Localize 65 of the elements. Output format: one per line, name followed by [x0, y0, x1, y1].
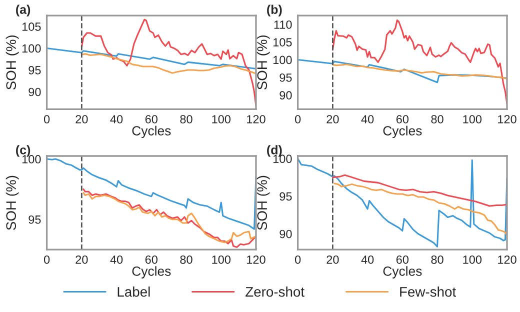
- x-tick-label: 60: [145, 255, 158, 264]
- x-tick-label: 20: [76, 255, 88, 264]
- x-tick-label: 0: [44, 115, 50, 124]
- chart-title: (c): [16, 145, 30, 157]
- x-tick-label: 40: [110, 115, 123, 124]
- x-tick-label: 40: [361, 115, 374, 124]
- y-tick-label: 90: [280, 91, 292, 100]
- line-series: [298, 158, 507, 248]
- y-axis-title: SOH (%): [256, 176, 270, 230]
- y-tick-label: 100: [22, 155, 41, 164]
- x-axis-title: Cycles: [132, 266, 171, 278]
- line-series: [332, 64, 507, 80]
- x-tick-label: 60: [145, 115, 158, 124]
- y-axis-title: SOH (%): [6, 35, 19, 90]
- x-tick-label: 40: [110, 255, 123, 264]
- x-tick-label: 20: [326, 255, 339, 264]
- legend-label: Zero-shot: [246, 286, 304, 297]
- y-tick-label: 95: [280, 73, 292, 82]
- x-axis-title: Cycles: [383, 266, 422, 278]
- y-axis-title: SOH (%): [6, 176, 19, 230]
- x-tick-label: 100: [212, 255, 231, 264]
- chart-title: (a): [16, 4, 30, 16]
- x-tick-label: 60: [396, 115, 409, 124]
- x-tick-label: 80: [431, 255, 444, 264]
- legend-label: Label: [118, 286, 150, 297]
- y-tick-label: 105: [273, 38, 292, 46]
- x-tick-label: 20: [76, 115, 88, 124]
- line-series: [46, 158, 256, 230]
- line-series: [80, 53, 256, 74]
- x-tick-label: 20: [326, 115, 339, 124]
- x-tick-label: 80: [180, 255, 192, 264]
- x-tick-label: 100: [463, 255, 482, 264]
- y-tick-label: 90: [280, 230, 292, 238]
- y-axis-title: SOH (%): [256, 35, 270, 90]
- legend-label: Few-shot: [400, 286, 456, 297]
- chart-title: (b): [267, 4, 282, 16]
- y-tick-label: 105: [22, 22, 41, 31]
- x-axis-title: Cycles: [383, 126, 422, 138]
- y-tick-label: 95: [28, 215, 41, 224]
- y-tick-label: 100: [22, 44, 41, 53]
- line-series: [334, 182, 507, 236]
- x-tick-label: 120: [247, 115, 266, 124]
- x-tick-label: 60: [396, 255, 409, 264]
- y-tick-label: 95: [280, 192, 292, 201]
- x-tick-label: 0: [294, 115, 301, 124]
- x-tick-label: 80: [431, 115, 444, 124]
- y-tick-label: 90: [28, 88, 41, 96]
- x-tick-label: 40: [361, 255, 374, 264]
- chart-title: (d): [267, 145, 282, 157]
- line-series: [298, 58, 507, 84]
- x-tick-label: 120: [498, 255, 516, 264]
- y-tick-label: 110: [274, 20, 292, 29]
- line-series: [332, 174, 507, 207]
- y-tick-label: 95: [28, 66, 41, 74]
- x-tick-label: 100: [212, 115, 231, 124]
- x-axis-title: Cycles: [132, 126, 171, 138]
- x-tick-label: 0: [294, 255, 301, 264]
- x-tick-label: 120: [498, 115, 516, 124]
- x-tick-label: 120: [247, 255, 266, 264]
- y-tick-label: 100: [273, 154, 292, 164]
- x-tick-label: 0: [44, 255, 50, 264]
- line-series: [46, 47, 256, 70]
- x-tick-label: 100: [463, 115, 482, 124]
- x-tick-label: 80: [180, 115, 192, 124]
- y-tick-label: 100: [273, 56, 292, 64]
